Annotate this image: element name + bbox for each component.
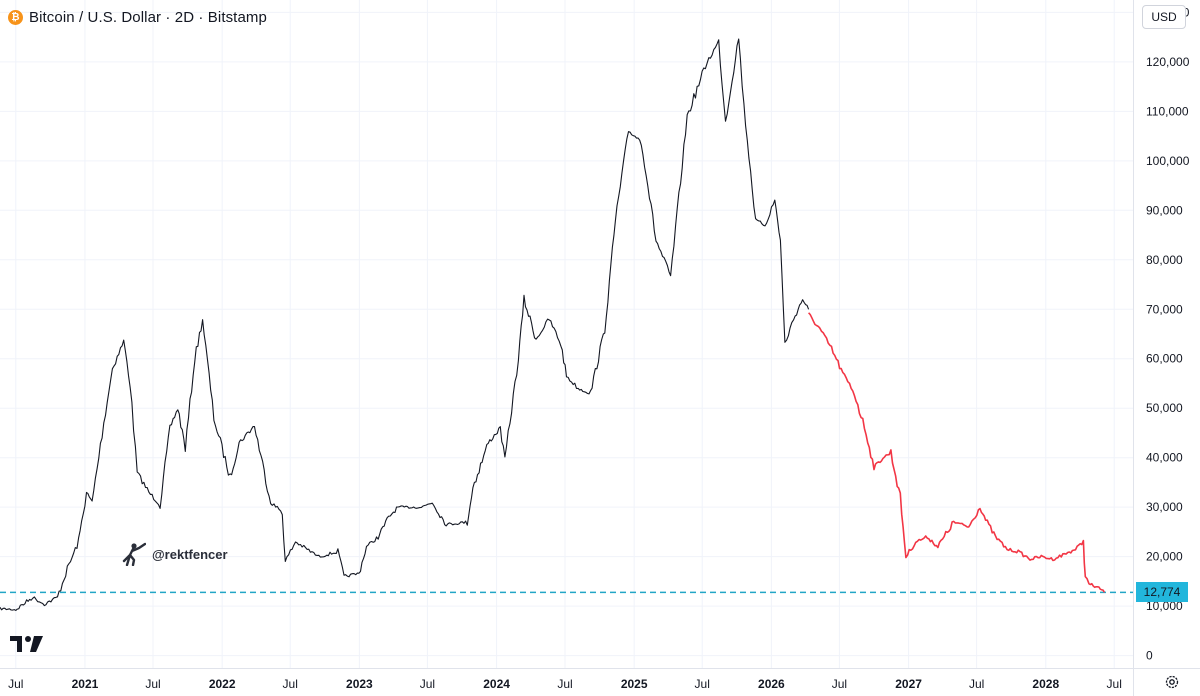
x-tick-label: 2022 bbox=[209, 677, 236, 691]
x-tick-label: 2026 bbox=[758, 677, 785, 691]
y-tick-label: 110,000 bbox=[1146, 104, 1189, 118]
chart-header: ₿ Bitcoin / U.S. Dollar · 2D · Bitstamp bbox=[8, 6, 267, 28]
y-tick-label: 30,000 bbox=[1146, 500, 1183, 514]
y-tick-label: 60,000 bbox=[1146, 352, 1183, 366]
x-tick-label: Jul bbox=[969, 677, 984, 691]
y-tick-label: 10,000 bbox=[1146, 599, 1183, 613]
x-tick-label: Jul bbox=[8, 677, 23, 691]
x-tick-label: 2028 bbox=[1032, 677, 1059, 691]
y-tick-label: 40,000 bbox=[1146, 451, 1183, 465]
y-tick-label: 90,000 bbox=[1146, 203, 1183, 217]
current-price-badge: 12,774 bbox=[1136, 582, 1188, 603]
y-tick-label: 120,000 bbox=[1146, 55, 1190, 69]
x-tick-label: 2023 bbox=[346, 677, 373, 691]
watermark-handle: @rektfencer bbox=[152, 546, 228, 562]
currency-button[interactable]: USD bbox=[1142, 5, 1186, 29]
x-tick-label: Jul bbox=[557, 677, 572, 691]
y-tick-label: 20,000 bbox=[1146, 550, 1183, 564]
x-tick-label: Jul bbox=[1107, 677, 1122, 691]
x-tick-label: 2021 bbox=[72, 677, 99, 691]
symbol-title: Bitcoin / U.S. Dollar · 2D · Bitstamp bbox=[29, 8, 267, 26]
x-tick-label: Jul bbox=[145, 677, 160, 691]
x-tick-label: Jul bbox=[832, 677, 847, 691]
bitcoin-icon: ₿ bbox=[8, 9, 23, 25]
x-tick-label: Jul bbox=[283, 677, 298, 691]
y-tick-label: 0 bbox=[1146, 649, 1153, 663]
y-tick-label: 50,000 bbox=[1146, 401, 1183, 415]
x-tick-label: Jul bbox=[695, 677, 710, 691]
tradingview-logo-icon bbox=[10, 636, 43, 652]
y-tick-label: 100,000 bbox=[1146, 154, 1190, 168]
x-tick-label: 2027 bbox=[895, 677, 922, 691]
fencer-icon bbox=[122, 542, 146, 566]
y-tick-label: 70,000 bbox=[1146, 302, 1183, 316]
x-tick-label: Jul bbox=[420, 677, 435, 691]
y-tick-label: 80,000 bbox=[1146, 253, 1183, 267]
author-watermark: @rektfencer bbox=[120, 542, 228, 566]
projection-price-line bbox=[808, 312, 1106, 593]
x-tick-label: 2025 bbox=[621, 677, 648, 691]
settings-gear-icon[interactable] bbox=[1164, 674, 1180, 690]
historical-price-line bbox=[0, 38, 810, 611]
x-tick-label: 2024 bbox=[483, 677, 510, 691]
